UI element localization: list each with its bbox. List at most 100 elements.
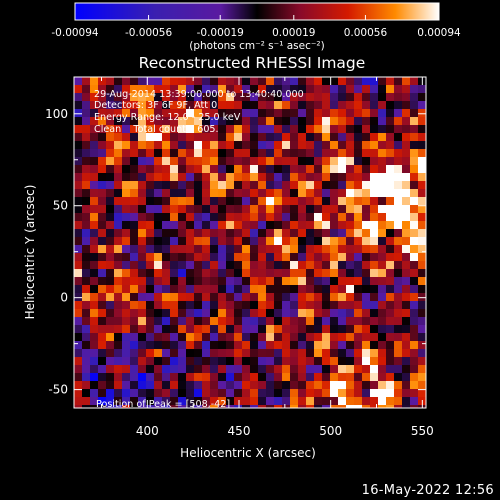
heatmap-cell — [122, 189, 130, 197]
heatmap-cell — [314, 405, 322, 408]
heatmap-cell — [186, 397, 194, 405]
heatmap-cell — [242, 397, 250, 405]
heatmap-cell — [138, 389, 146, 397]
heatmap-cell — [162, 93, 170, 101]
heatmap-cell — [130, 77, 138, 85]
heatmap-cell — [402, 85, 410, 93]
heatmap-cell — [354, 237, 362, 245]
heatmap-cell — [178, 133, 186, 141]
heatmap-cell — [378, 341, 386, 349]
heatmap-cell — [106, 245, 114, 253]
heatmap-cell — [362, 229, 370, 237]
heatmap-cell — [218, 245, 226, 253]
heatmap-cell — [250, 253, 258, 261]
heatmap-cell — [338, 261, 346, 269]
heatmap-cell — [202, 309, 210, 317]
heatmap-cell — [106, 325, 114, 333]
heatmap-cell — [130, 157, 138, 165]
heatmap-cell — [346, 93, 354, 101]
heatmap-cell — [130, 205, 138, 213]
heatmap-cell — [234, 77, 242, 85]
heatmap-cell — [410, 93, 418, 101]
heatmap-cell — [354, 365, 362, 373]
heatmap-cell — [186, 221, 194, 229]
heatmap-cell — [258, 397, 266, 405]
heatmap-cell — [226, 373, 234, 381]
heatmap-cell — [266, 285, 274, 293]
heatmap-cell — [298, 205, 306, 213]
heatmap-cell — [418, 149, 426, 157]
heatmap-cell — [386, 349, 394, 357]
heatmap-cell — [394, 357, 402, 365]
heatmap-cell — [242, 333, 250, 341]
heatmap-cell — [402, 117, 410, 125]
heatmap-cell — [178, 165, 186, 173]
heatmap-cell — [250, 325, 258, 333]
heatmap-cell — [378, 221, 386, 229]
heatmap-cell — [362, 397, 370, 405]
heatmap-cell — [386, 77, 394, 85]
heatmap-cell — [362, 405, 370, 408]
heatmap-cell — [242, 357, 250, 365]
heatmap-cell — [322, 341, 330, 349]
heatmap-cell — [202, 221, 210, 229]
heatmap-cell — [362, 293, 370, 301]
heatmap-cell — [274, 389, 282, 397]
heatmap-cell — [282, 221, 290, 229]
heatmap-cell — [162, 165, 170, 173]
heatmap-cell — [298, 229, 306, 237]
heatmap-cell — [322, 117, 330, 125]
heatmap-cell — [162, 373, 170, 381]
heatmap-cell — [410, 181, 418, 189]
heatmap-cell — [138, 317, 146, 325]
heatmap-cell — [298, 133, 306, 141]
heatmap-cell — [114, 85, 122, 93]
heatmap-cell — [306, 229, 314, 237]
heatmap-cell — [106, 365, 114, 373]
heatmap-cell — [82, 317, 90, 325]
heatmap-cell — [402, 325, 410, 333]
heatmap-cell — [106, 285, 114, 293]
heatmap-cell — [194, 293, 202, 301]
heatmap-cell — [90, 405, 98, 408]
heatmap-cell — [266, 365, 274, 373]
heatmap-cell — [218, 269, 226, 277]
heatmap-cell — [282, 85, 290, 93]
heatmap-cell — [330, 141, 338, 149]
heatmap-cell — [218, 341, 226, 349]
heatmap-cell — [74, 261, 82, 269]
heatmap-cell — [162, 149, 170, 157]
heatmap-cell — [370, 261, 378, 269]
heatmap-cell — [290, 189, 298, 197]
heatmap-cell — [282, 93, 290, 101]
heatmap-cell — [130, 293, 138, 301]
heatmap-cell — [74, 285, 82, 293]
heatmap-cell — [410, 341, 418, 349]
heatmap-cell — [114, 293, 122, 301]
heatmap-cell — [154, 213, 162, 221]
heatmap-cell — [258, 309, 266, 317]
heatmap-cell — [258, 237, 266, 245]
heatmap-cell — [234, 173, 242, 181]
heatmap-cell — [386, 229, 394, 237]
heatmap-cell — [314, 381, 322, 389]
heatmap-cell — [370, 301, 378, 309]
heatmap-cell — [114, 101, 122, 109]
heatmap-cell — [338, 173, 346, 181]
heatmap-cell — [146, 197, 154, 205]
heatmap-cell — [282, 405, 290, 408]
heatmap-cell — [218, 277, 226, 285]
heatmap-cell — [130, 245, 138, 253]
heatmap-cell — [226, 245, 234, 253]
heatmap-cell — [314, 157, 322, 165]
heatmap-cell — [98, 117, 106, 125]
heatmap-cell — [338, 373, 346, 381]
heatmap-cell — [74, 197, 82, 205]
heatmap-cell — [274, 189, 282, 197]
heatmap-cell — [410, 149, 418, 157]
heatmap-cell — [202, 277, 210, 285]
heatmap-cell — [250, 341, 258, 349]
heatmap-cell — [114, 325, 122, 333]
heatmap-cell — [98, 165, 106, 173]
heatmap-cell — [98, 277, 106, 285]
